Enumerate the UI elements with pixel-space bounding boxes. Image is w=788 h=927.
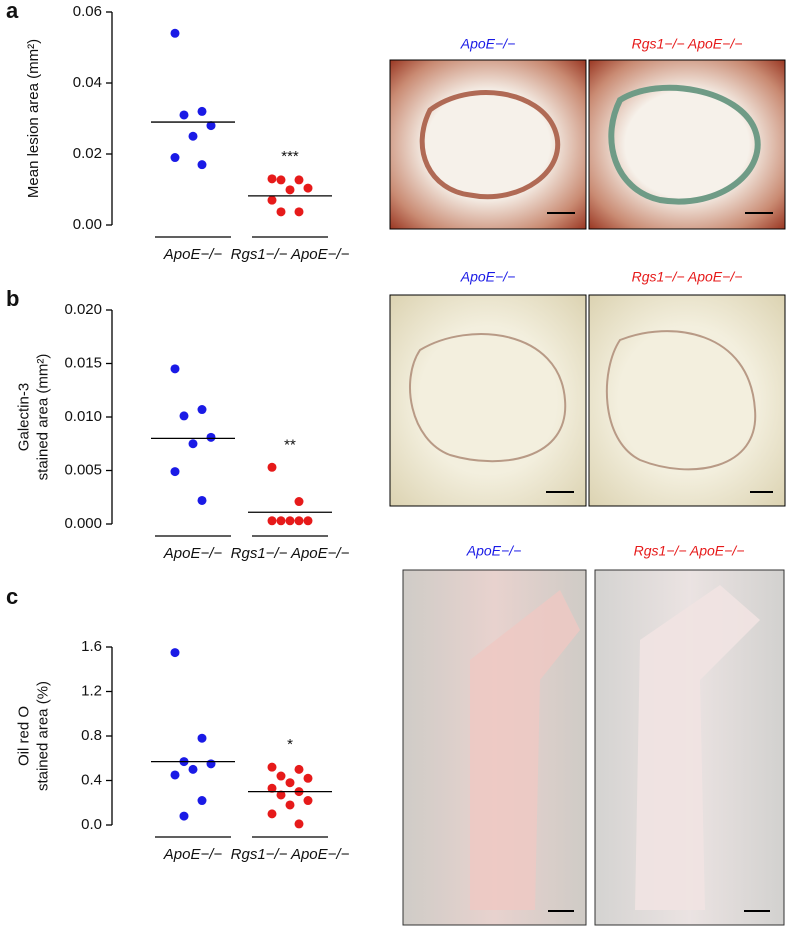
y-tick-label: 1.6 [81, 638, 102, 655]
data-point [294, 497, 304, 507]
micrograph [588, 294, 786, 507]
aorta [470, 590, 580, 910]
data-point [267, 174, 277, 184]
data-point [276, 207, 286, 217]
data-point [294, 819, 304, 829]
data-point [170, 648, 180, 658]
y-tick-label: 0.0 [81, 816, 102, 833]
data-point [188, 764, 198, 774]
y-tick-label: 0.06 [73, 3, 102, 20]
data-point [285, 516, 295, 526]
aorta [635, 585, 760, 910]
y-tick-label: 0.005 [64, 461, 102, 478]
vessel-outline [419, 90, 561, 200]
category-label: Rgs1−/− ApoE−/− [231, 846, 350, 863]
data-point [170, 28, 180, 38]
image-title: ApoE−/− [460, 269, 516, 285]
data-point [285, 778, 295, 788]
image-title: Rgs1−/− ApoE−/− [632, 269, 743, 285]
data-point [294, 207, 304, 217]
panel-letter: b [6, 286, 19, 311]
data-point [276, 790, 286, 800]
data-point [267, 516, 277, 526]
data-point [285, 185, 295, 195]
y-axis-label: Oil red O [15, 706, 32, 766]
data-point [294, 764, 304, 774]
y-tick-label: 1.2 [81, 682, 102, 699]
data-point [197, 106, 207, 116]
y-tick-label: 0.00 [73, 216, 102, 233]
panel-letter: a [6, 0, 19, 23]
image-title: Rgs1−/− ApoE−/− [634, 543, 745, 559]
data-point [206, 759, 216, 769]
y-tick-label: 0.4 [81, 771, 102, 788]
data-point [303, 773, 313, 783]
significance: *** [281, 148, 299, 165]
image-title: ApoE−/− [460, 36, 516, 52]
category-label: Rgs1−/− ApoE−/− [231, 246, 350, 263]
data-point [197, 405, 207, 415]
category-label: ApoE−/− [163, 846, 223, 863]
data-point [206, 432, 216, 442]
data-point [267, 809, 277, 819]
vessel-outline [605, 330, 757, 471]
significance: * [287, 736, 293, 753]
data-point [267, 462, 277, 472]
data-point [188, 131, 198, 141]
category-label: ApoE−/− [163, 545, 223, 562]
image-title: ApoE−/− [466, 543, 522, 559]
data-point [303, 796, 313, 806]
data-point [276, 516, 286, 526]
data-point [267, 762, 277, 772]
significance: ** [284, 436, 296, 453]
data-point [197, 160, 207, 170]
y-tick-label: 0.010 [64, 408, 102, 425]
data-point [170, 467, 180, 477]
data-point [179, 811, 189, 821]
data-point [197, 495, 207, 505]
category-label: Rgs1−/− ApoE−/− [231, 545, 350, 562]
data-point [294, 175, 304, 185]
micrograph [389, 294, 587, 507]
data-point [267, 783, 277, 793]
data-point [179, 110, 189, 120]
data-point [285, 800, 295, 810]
micrographs [389, 59, 786, 926]
data-point [303, 183, 313, 193]
y-axis-label: stained area (%) [34, 681, 51, 791]
data-point [294, 516, 304, 526]
y-tick-label: 0.8 [81, 727, 102, 744]
y-axis-label: Mean lesion area (mm²) [25, 39, 42, 198]
data-point [188, 439, 198, 449]
data-point [170, 770, 180, 780]
data-point [267, 195, 277, 205]
y-axis-label: stained area (mm²) [34, 354, 51, 481]
data-point [170, 364, 180, 374]
category-label: ApoE−/− [163, 246, 223, 263]
y-tick-label: 0.02 [73, 145, 102, 162]
data-point [197, 733, 207, 743]
panel-letter: c [6, 584, 18, 609]
data-point [276, 771, 286, 781]
data-point [170, 153, 180, 163]
data-point [179, 411, 189, 421]
data-point [197, 796, 207, 806]
data-point [276, 175, 286, 185]
y-axis-label: Galectin-3 [15, 383, 32, 451]
data-point [303, 516, 313, 526]
data-point [206, 121, 216, 131]
vessel-outline [608, 84, 761, 205]
y-tick-label: 0.020 [64, 301, 102, 318]
y-tick-label: 0.000 [64, 515, 102, 532]
vessel-outline [409, 333, 567, 463]
y-tick-label: 0.04 [73, 74, 102, 91]
y-tick-label: 0.015 [64, 354, 102, 371]
image-title: Rgs1−/− ApoE−/− [632, 36, 743, 52]
